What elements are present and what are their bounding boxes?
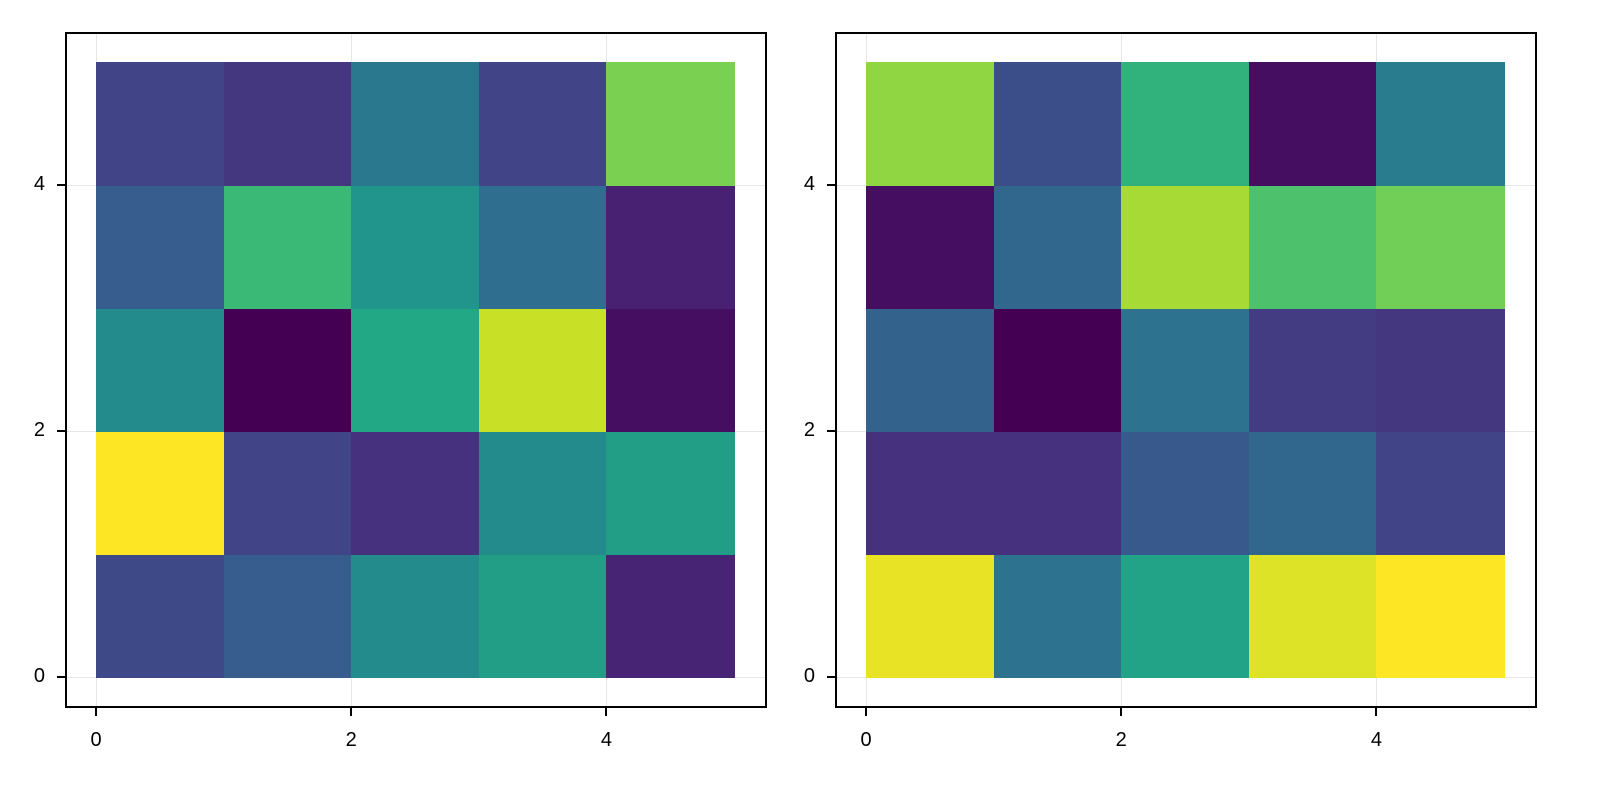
x-tick-label: 4 [1370, 729, 1382, 751]
heatmap-cell [993, 431, 1122, 555]
heatmap-cell [223, 431, 352, 555]
heatmap-cell [96, 431, 225, 555]
heatmap-cell [96, 308, 225, 432]
heatmap-cell [993, 185, 1122, 309]
heatmap-cell [351, 62, 480, 186]
heatmap-cell [606, 185, 735, 309]
x-tick-mark [350, 708, 353, 716]
heatmap-cell [1121, 308, 1250, 432]
y-tick-label: 2 [803, 419, 815, 441]
x-tick-mark [865, 708, 867, 716]
heatmap-cell [351, 431, 480, 555]
x-tick-mark [605, 708, 608, 716]
heatmap-cell [866, 431, 995, 555]
heatmap-cell [1121, 62, 1250, 186]
y-tick-label: 0 [33, 665, 45, 687]
heatmap-cell [478, 431, 607, 555]
heatmap-cell [606, 62, 735, 186]
heatmap-cell [1248, 62, 1377, 186]
heatmap-cell [866, 62, 995, 186]
heatmap-cell [1376, 62, 1505, 186]
heatmap-cell [866, 185, 995, 309]
y-tick-mark [57, 184, 65, 186]
y-tick-mark [827, 430, 835, 432]
heatmap-cell [1376, 308, 1505, 432]
heatmap-cell [993, 308, 1122, 432]
heatmap-cell [606, 431, 735, 555]
heatmap-cell [223, 308, 352, 432]
heatmap-cell [351, 185, 480, 309]
heatmap-cell [223, 62, 352, 186]
y-tick-mark [57, 676, 65, 678]
x-tick-label: 2 [345, 729, 357, 751]
x-tick-label: 0 [90, 729, 102, 751]
heatmap-cell [1248, 308, 1377, 432]
heatmap-cell [478, 62, 607, 186]
heatmap-cell [351, 308, 480, 432]
heatmap-cell [223, 185, 352, 309]
heatmap-cell [478, 554, 607, 678]
heatmap-cell [351, 554, 480, 678]
heatmap-cell [1376, 554, 1505, 678]
heatmap-cell [1248, 431, 1377, 555]
heatmap-cell [606, 308, 735, 432]
heatmap-cell [478, 308, 607, 432]
y-tick-mark [57, 430, 65, 432]
y-tick-label: 2 [33, 419, 45, 441]
heatmap-cell [1248, 554, 1377, 678]
y-tick-label: 0 [803, 665, 815, 687]
heatmap-cell [606, 554, 735, 678]
y-tick-label: 4 [33, 173, 45, 195]
heatmap-cell [1376, 185, 1505, 309]
x-tick-mark [1375, 708, 1378, 716]
heatmap-cell [96, 185, 225, 309]
heatmap-cell [96, 62, 225, 186]
x-tick-label: 4 [600, 729, 612, 751]
x-tick-mark [95, 708, 97, 716]
heatmap-cell [223, 554, 352, 678]
x-tick-mark [1120, 708, 1123, 716]
heatmap-left-axes [65, 32, 767, 708]
heatmap-right-axes [835, 32, 1537, 708]
y-tick-mark [827, 184, 835, 186]
heatmap-cell [1121, 431, 1250, 555]
heatmap-cell [1376, 431, 1505, 555]
heatmap-cell [993, 62, 1122, 186]
heatmap-cell [1248, 185, 1377, 309]
x-tick-label: 0 [860, 729, 872, 751]
y-tick-mark [827, 676, 835, 678]
heatmap-cell [1121, 185, 1250, 309]
y-tick-label: 4 [803, 173, 815, 195]
heatmap-cell [866, 554, 995, 678]
heatmap-cell [1121, 554, 1250, 678]
heatmap-cell [96, 554, 225, 678]
heatmap-cell [993, 554, 1122, 678]
heatmap-cell [866, 308, 995, 432]
x-tick-label: 2 [1115, 729, 1127, 751]
heatmap-cell [478, 185, 607, 309]
